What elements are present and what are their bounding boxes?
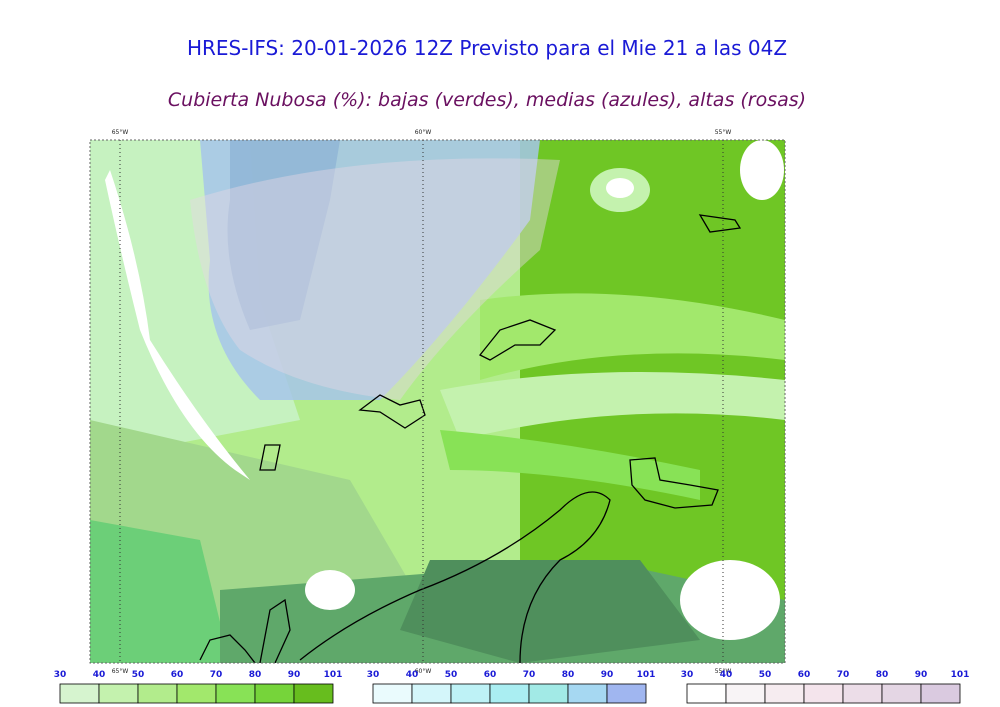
colorbar-box — [254, 683, 295, 704]
colorbar-label: 50 — [132, 670, 145, 680]
colorbar-box — [293, 683, 334, 704]
colorbar-box — [606, 683, 647, 704]
colorbar-label: 40 — [93, 670, 106, 680]
colorbar-box — [98, 683, 139, 704]
colorbar-label: 90 — [601, 670, 614, 680]
colorbar-box — [764, 683, 805, 704]
colorbar-box — [489, 683, 530, 704]
colorbar-label: 30 — [54, 670, 67, 680]
meridian-label: 65°W — [112, 129, 129, 136]
colorbar-box — [59, 683, 100, 704]
colorbar-box — [920, 683, 961, 704]
colorbar-label: 80 — [562, 670, 575, 680]
colorbar-label: 101 — [637, 670, 656, 680]
colorbar-label: 50 — [759, 670, 772, 680]
colorbar-label: 70 — [837, 670, 850, 680]
colorbar-label: 40 — [720, 670, 733, 680]
colorbar-box — [528, 683, 569, 704]
colorbar-label: 70 — [210, 670, 223, 680]
colorbar-box — [137, 683, 178, 704]
colorbar-box — [411, 683, 452, 704]
colorbar-label: 70 — [523, 670, 536, 680]
colorbar-label: 90 — [915, 670, 928, 680]
colorbar-box — [215, 683, 256, 704]
colorbar-label: 50 — [445, 670, 458, 680]
meridian-label: 55°W — [715, 129, 732, 136]
colorbar-box — [842, 683, 883, 704]
colorbar-box — [372, 683, 413, 704]
map — [90, 140, 785, 663]
map-frame — [89, 139, 786, 664]
colorbar-label: 80 — [876, 670, 889, 680]
colorbar-box — [176, 683, 217, 704]
colorbar-label: 90 — [288, 670, 301, 680]
meridian-label: 60°W — [415, 129, 432, 136]
colorbar-label: 40 — [406, 670, 419, 680]
colorbar-label: 30 — [681, 670, 694, 680]
colorbar-label: 101 — [951, 670, 970, 680]
colorbar-label: 60 — [484, 670, 497, 680]
title: HRES-IFS: 20-01-2026 12Z Previsto para e… — [187, 36, 787, 60]
colorbar-label: 60 — [798, 670, 811, 680]
meridian-label: 55°W — [715, 668, 732, 675]
colorbar-label: 30 — [367, 670, 380, 680]
colorbar-box — [567, 683, 608, 704]
colorbar-box — [803, 683, 844, 704]
colorbar-box — [686, 683, 727, 704]
colorbar-box — [450, 683, 491, 704]
colorbar-label: 80 — [249, 670, 262, 680]
colorbar-label: 101 — [324, 670, 343, 680]
meridian-label: 65°W — [112, 668, 129, 675]
subtitle: Cubierta Nubosa (%): bajas (verdes), med… — [168, 89, 806, 111]
colorbar-label: 60 — [171, 670, 184, 680]
meridian-label: 60°W — [415, 668, 432, 675]
colorbar-box — [725, 683, 766, 704]
colorbar-box — [881, 683, 922, 704]
